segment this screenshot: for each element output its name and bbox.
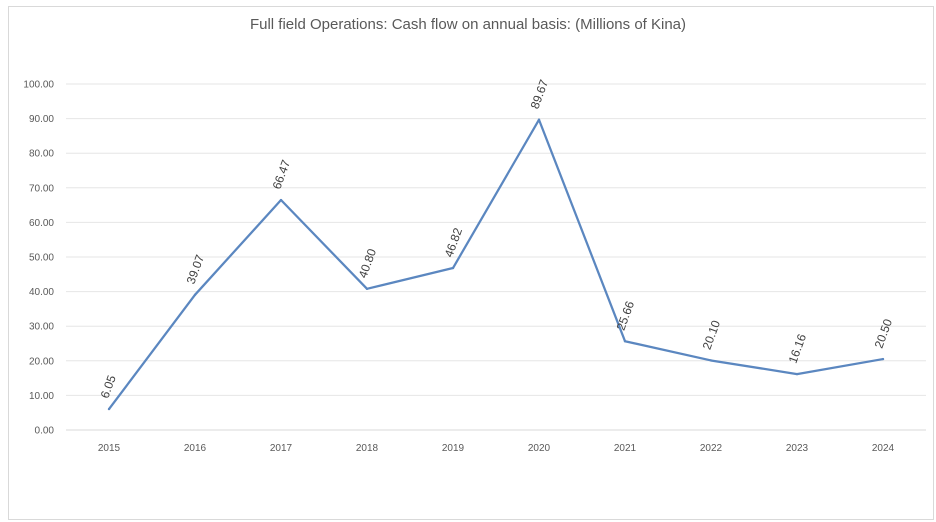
y-tick-label: 10.00 [29,391,54,402]
data-point [623,340,627,343]
x-tick-label: 2018 [356,443,379,454]
series-line [108,118,884,410]
y-tick-label: 20.00 [29,356,54,367]
data-label: 6.05 [98,373,119,400]
x-tick-label: 2020 [528,443,551,454]
data-label: 20.50 [872,317,896,350]
data-label: 20.10 [700,318,724,351]
data-label: 16.16 [786,332,810,365]
data-point [537,118,541,121]
data-point [193,293,197,297]
data-point [795,372,799,376]
x-tick-label: 2019 [442,443,465,454]
data-label: 66.47 [270,158,294,191]
y-tick-label: 90.00 [29,114,54,125]
x-tick-label: 2016 [184,443,207,454]
data-point [107,407,111,411]
y-tick-label: 60.00 [29,218,54,229]
data-point [451,266,455,270]
data-point [279,198,283,202]
chart-frame [8,6,934,520]
y-tick-label: 40.00 [29,287,54,298]
data-point [365,287,369,291]
x-tick-label: 2021 [614,443,637,454]
y-tick-label: 100.00 [23,80,54,91]
y-tick-label: 80.00 [29,149,54,160]
data-label: 89.67 [528,77,552,110]
y-tick-label: 70.00 [29,183,54,194]
y-tick-label: 50.00 [29,253,54,264]
x-tick-label: 2023 [786,443,809,454]
data-point [709,359,713,362]
x-tick-label: 2022 [700,443,723,454]
data-label: 40.80 [356,247,380,280]
data-label: 39.07 [184,253,208,286]
data-label: 25.66 [614,299,638,332]
y-tick-label: 30.00 [29,322,54,333]
data-point [881,357,885,361]
x-tick-label: 2024 [872,443,895,454]
x-tick-label: 2017 [270,443,293,454]
chart-title: Full field Operations: Cash flow on annu… [249,16,687,33]
y-tick-label: 0.00 [35,426,55,437]
x-tick-label: 2015 [98,443,121,454]
